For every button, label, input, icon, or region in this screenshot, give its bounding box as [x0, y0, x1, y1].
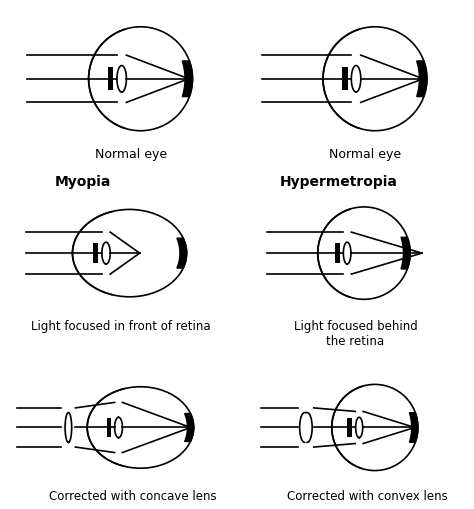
Text: Corrected with convex lens: Corrected with convex lens	[287, 489, 447, 501]
Text: Hypermetropia: Hypermetropia	[280, 174, 398, 188]
Text: Light focused in front of retina: Light focused in front of retina	[31, 319, 211, 332]
Bar	[335, 244, 339, 264]
Polygon shape	[417, 62, 427, 97]
Text: Normal eye: Normal eye	[95, 148, 167, 160]
Polygon shape	[410, 413, 418, 442]
Polygon shape	[401, 238, 410, 269]
Bar	[108, 68, 113, 91]
Text: Normal eye: Normal eye	[329, 148, 401, 160]
Polygon shape	[184, 414, 194, 442]
Bar	[342, 68, 347, 91]
Text: Corrected with concave lens: Corrected with concave lens	[49, 489, 217, 501]
Polygon shape	[177, 239, 187, 269]
Text: Myopia: Myopia	[55, 174, 111, 188]
Text: Light focused behind
the retina: Light focused behind the retina	[294, 319, 418, 347]
Polygon shape	[182, 62, 192, 97]
Bar	[93, 244, 99, 264]
Bar	[107, 418, 111, 437]
Bar	[347, 418, 352, 437]
